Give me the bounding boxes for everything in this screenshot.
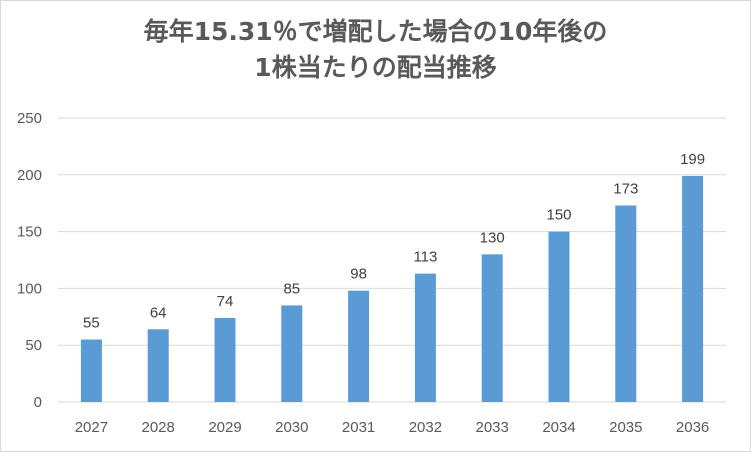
data-label: 74 [217, 293, 234, 310]
chart-title: 毎年15.31％で増配した場合の10年後の 1株当たりの配当推移 [0, 14, 751, 86]
x-tick-label: 2031 [342, 419, 375, 436]
data-label: 64 [150, 304, 167, 321]
x-tick-label: 2034 [542, 419, 575, 436]
bar [80, 339, 102, 402]
x-tick-label: 2035 [609, 419, 642, 436]
data-label: 113 [413, 249, 437, 266]
bar [214, 317, 236, 402]
data-label: 150 [546, 207, 571, 224]
y-tick-label: 0 [34, 394, 42, 411]
bar [548, 231, 570, 402]
data-label: 55 [83, 315, 100, 332]
data-label: 85 [283, 280, 300, 297]
bar [615, 205, 637, 402]
data-label: 98 [350, 266, 367, 283]
bar [281, 305, 303, 402]
data-label: 173 [613, 180, 638, 197]
bar [147, 329, 169, 402]
y-tick-label: 250 [17, 110, 42, 127]
y-tick-label: 150 [17, 224, 42, 241]
x-tick-label: 2028 [142, 419, 175, 436]
bar [481, 254, 503, 402]
chart-title-line1: 毎年15.31％で増配した場合の10年後の [143, 17, 608, 46]
x-tick-label: 2036 [676, 419, 709, 436]
bar [348, 290, 370, 402]
data-label: 199 [680, 151, 705, 168]
chart-title-line2: 1株当たりの配当推移 [254, 53, 497, 82]
x-tick-label: 2029 [208, 419, 241, 436]
x-tick-label: 2032 [409, 419, 442, 436]
y-tick-label: 200 [17, 167, 42, 184]
data-label: 130 [480, 229, 505, 246]
x-tick-label: 2033 [476, 419, 509, 436]
x-tick-label: 2030 [275, 419, 308, 436]
y-tick-label: 100 [17, 280, 42, 297]
bar [414, 273, 436, 402]
bar [682, 175, 704, 402]
y-tick-label: 50 [25, 337, 42, 354]
x-tick-label: 2027 [75, 419, 108, 436]
